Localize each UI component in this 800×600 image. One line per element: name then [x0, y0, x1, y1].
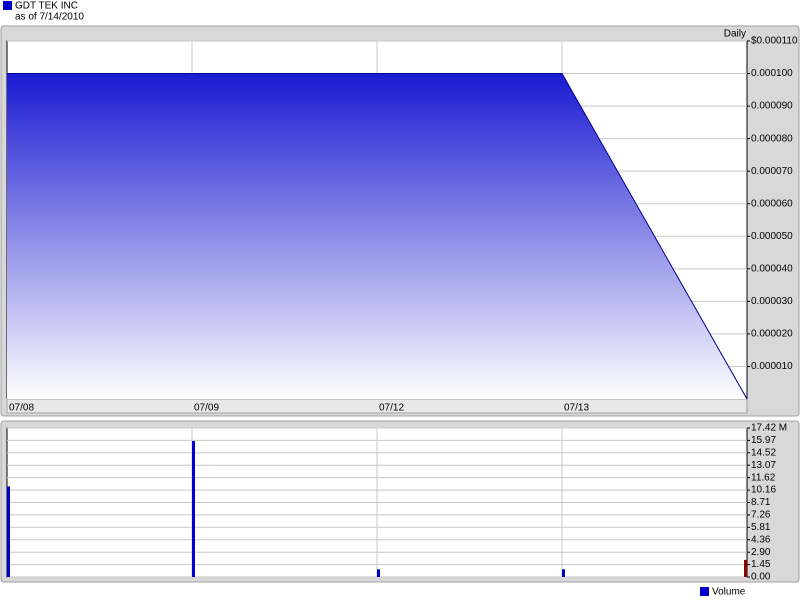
y-tick-label: 0.000060	[751, 198, 793, 209]
y-tick-label: 14.52	[751, 447, 776, 458]
date-strip	[6, 398, 748, 414]
legend-label: Volume	[712, 587, 746, 598]
y-tick-label: 1.45	[751, 559, 771, 570]
volume-bar	[744, 559, 747, 577]
frequency: Daily	[724, 29, 746, 40]
y-tick-label: 13.07	[751, 460, 776, 471]
title: GDT TEK INC	[15, 1, 78, 12]
y-tick-label: 0.00	[751, 572, 771, 583]
y-tick-label: 0.000040	[751, 263, 793, 274]
y-tick-label: 7.26	[751, 510, 771, 521]
x-tick-label: 07/13	[564, 403, 589, 414]
title-swatch	[3, 1, 12, 10]
volume-bar	[377, 569, 380, 577]
line	[7, 73, 748, 400]
legend-swatch	[700, 587, 709, 596]
y-tick-label: 0.000010	[751, 361, 793, 372]
y-tick-label: $0.000110	[751, 36, 798, 47]
y-tick-label: 0.000090	[751, 101, 793, 112]
y-tick-label: 0.000030	[751, 296, 793, 307]
y-tick-label: 0.000080	[751, 133, 793, 144]
subtitle: as of 7/14/2010	[15, 12, 84, 23]
y-tick-label: 0.000100	[751, 68, 793, 79]
y-tick-label: 0.000070	[751, 166, 793, 177]
y-tick-label: 17.42 M	[751, 423, 787, 434]
y-tick-label: 0.000050	[751, 231, 793, 242]
x-tick-label: 07/12	[379, 403, 404, 414]
y-tick-label: 11.62	[751, 472, 776, 483]
x-tick-label: 07/09	[194, 403, 219, 414]
y-tick-label: 10.16	[751, 485, 776, 496]
y-tick-label: 5.81	[751, 522, 771, 533]
y-tick-label: 15.97	[751, 435, 776, 446]
y-tick-label: 4.36	[751, 534, 771, 545]
volume-bar	[192, 441, 195, 577]
x-tick-label: 07/08	[9, 403, 34, 414]
y-tick-label: 8.71	[751, 497, 771, 508]
y-tick-label: 2.90	[751, 547, 771, 558]
volume-bar	[562, 569, 565, 577]
area	[7, 73, 747, 399]
volume-bar	[7, 486, 10, 577]
y-tick-label: 0.000020	[751, 329, 793, 340]
